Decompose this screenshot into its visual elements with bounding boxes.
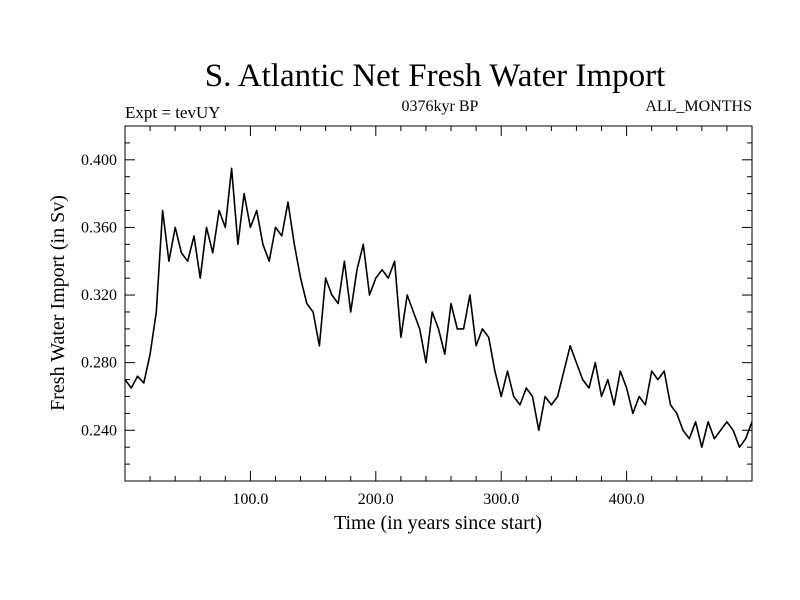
y-axis-title: Fresh Water Import (in Sv): [47, 195, 69, 411]
subtitle-label: 0376kyr BP: [401, 98, 479, 115]
x-axis-title: Time (in years since start): [334, 512, 542, 534]
x-tick-label: 100.0: [232, 491, 268, 508]
y-tick-label: 0.320: [81, 287, 117, 304]
x-tick-label: 400.0: [609, 491, 645, 508]
y-tick-label: 0.240: [81, 422, 117, 439]
experiment-label: Expt = tevUY: [125, 103, 221, 122]
y-tick-label: 0.400: [81, 152, 117, 169]
y-tick-label: 0.280: [81, 355, 117, 372]
series-line: [124, 167, 753, 449]
x-tick-label: 200.0: [358, 491, 394, 508]
chart-title: S. Atlantic Net Fresh Water Import: [204, 58, 666, 94]
x-tick-label: 300.0: [483, 491, 519, 508]
months-label: ALL_MONTHS: [645, 98, 752, 115]
plot-frame: [124, 125, 753, 482]
y-tick-label: 0.360: [81, 219, 117, 236]
